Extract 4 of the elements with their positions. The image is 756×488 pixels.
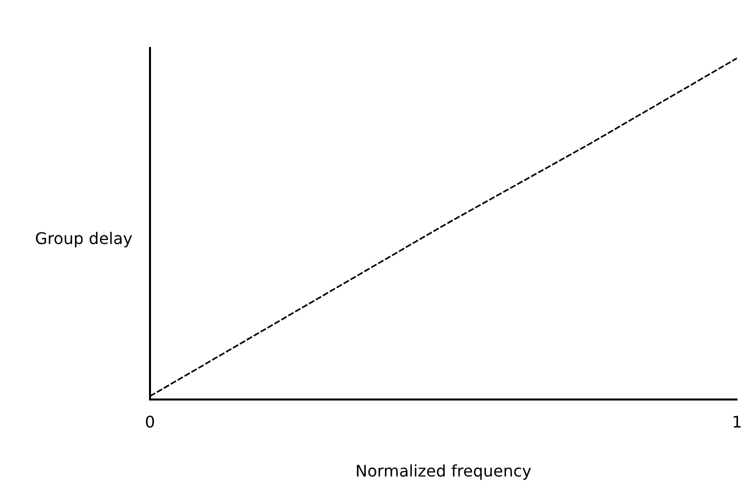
x-tick-label: 1: [732, 412, 742, 432]
x-axis-title: Normalized frequency: [355, 462, 532, 481]
x-tick-label: 0: [144, 412, 156, 432]
y-axis-title: Group delay: [35, 228, 133, 248]
